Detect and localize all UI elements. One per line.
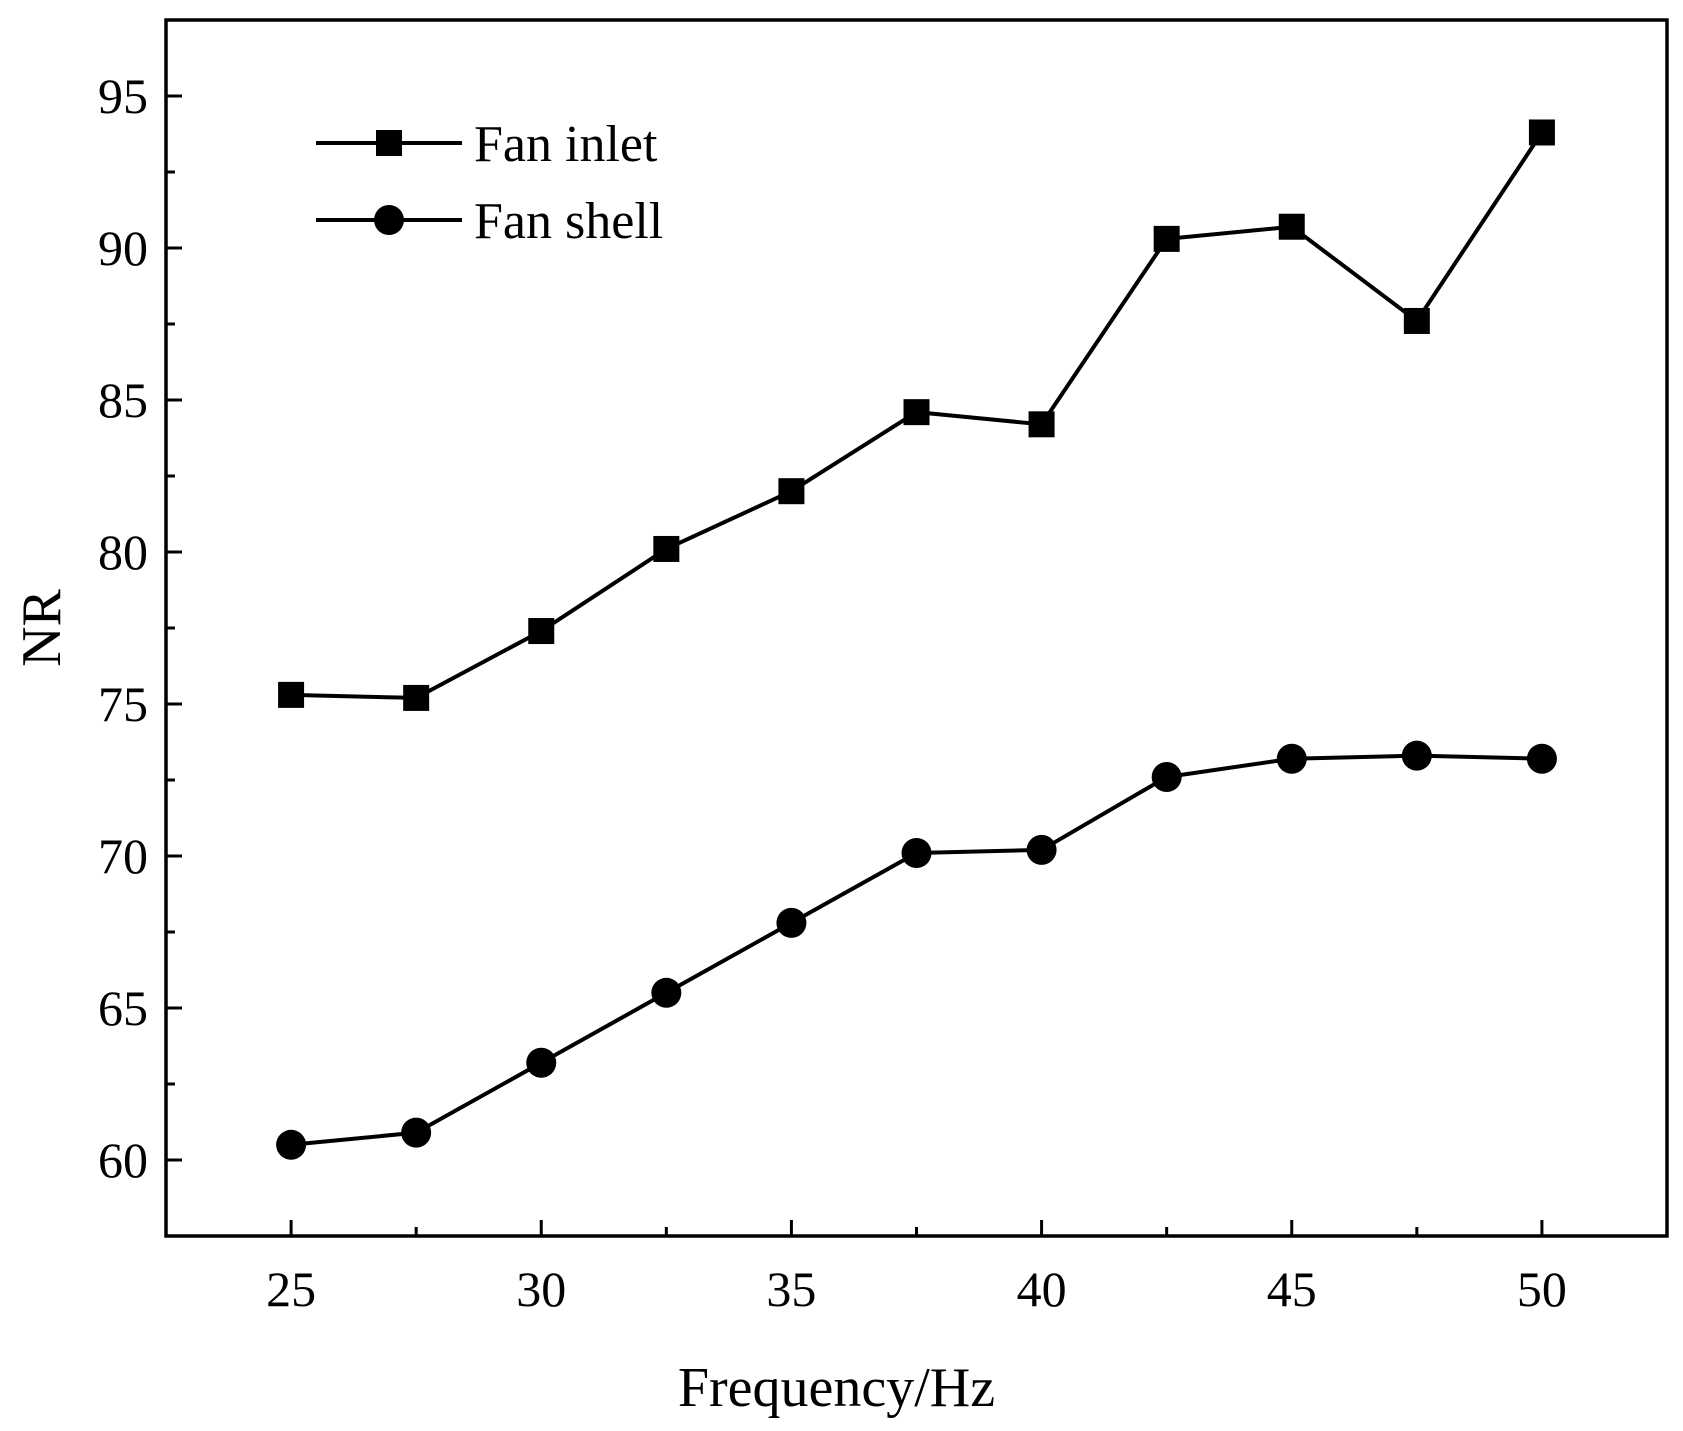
y-tick-label: 60 bbox=[98, 1132, 148, 1188]
y-tick-label: 80 bbox=[98, 524, 148, 580]
series-layer bbox=[276, 119, 1557, 1160]
legend: Fan inlet Fan shell bbox=[316, 116, 663, 250]
data-point-fan-inlet bbox=[403, 684, 430, 711]
data-point-fan-shell bbox=[776, 907, 807, 938]
x-tick-label: 30 bbox=[516, 1261, 566, 1317]
x-tick-label: 25 bbox=[266, 1261, 316, 1317]
x-tick-label: 45 bbox=[1267, 1261, 1317, 1317]
data-point-fan-inlet bbox=[1153, 225, 1180, 252]
data-point-fan-shell bbox=[276, 1129, 307, 1160]
y-tick-label: 70 bbox=[98, 828, 148, 884]
x-tick-label: 35 bbox=[766, 1261, 816, 1317]
legend-marker-square bbox=[376, 130, 402, 156]
x-tick-label: 50 bbox=[1517, 1261, 1567, 1317]
data-point-fan-inlet bbox=[1278, 213, 1305, 240]
series-fan-shell bbox=[276, 740, 1557, 1160]
legend-item-fan-inlet: Fan inlet bbox=[316, 116, 658, 173]
y-tick-label: 95 bbox=[98, 68, 148, 124]
legend-label: Fan inlet bbox=[474, 116, 658, 173]
plot-frame bbox=[164, 18, 1669, 1238]
data-point-fan-inlet bbox=[1403, 307, 1430, 334]
data-point-fan-shell bbox=[1401, 740, 1432, 771]
data-point-fan-inlet bbox=[778, 478, 805, 505]
data-point-fan-inlet bbox=[1028, 411, 1055, 438]
data-point-fan-inlet bbox=[653, 535, 680, 562]
data-point-fan-shell bbox=[1276, 743, 1307, 774]
data-point-fan-inlet bbox=[1528, 119, 1555, 146]
legend-marker-circle bbox=[374, 205, 404, 235]
data-point-fan-shell bbox=[901, 837, 932, 868]
data-point-fan-shell bbox=[651, 977, 682, 1008]
data-point-fan-shell bbox=[401, 1117, 432, 1148]
data-point-fan-shell bbox=[1526, 743, 1557, 774]
y-tick-label: 90 bbox=[98, 220, 148, 276]
y-tick-label: 65 bbox=[98, 980, 148, 1036]
series-fan-inlet bbox=[278, 119, 1555, 711]
data-point-fan-inlet bbox=[528, 618, 555, 645]
y-tick-label: 75 bbox=[98, 676, 148, 732]
data-point-fan-inlet bbox=[278, 681, 305, 708]
data-point-fan-shell bbox=[1026, 834, 1057, 865]
x-axis-title: Frequency/Hz bbox=[678, 1357, 995, 1419]
data-point-fan-shell bbox=[1151, 761, 1182, 792]
legend-label: Fan shell bbox=[474, 193, 663, 250]
ticks-layer: 25 30 35 40 45 50 60 65 70 75 80 85 90 95 bbox=[98, 68, 1567, 1317]
x-tick-label: 40 bbox=[1017, 1261, 1067, 1317]
data-point-fan-inlet bbox=[903, 399, 930, 426]
legend-item-fan-shell: Fan shell bbox=[316, 193, 663, 250]
y-tick-label: 85 bbox=[98, 372, 148, 428]
data-point-fan-shell bbox=[526, 1047, 557, 1078]
y-axis-title: NR bbox=[11, 588, 73, 666]
